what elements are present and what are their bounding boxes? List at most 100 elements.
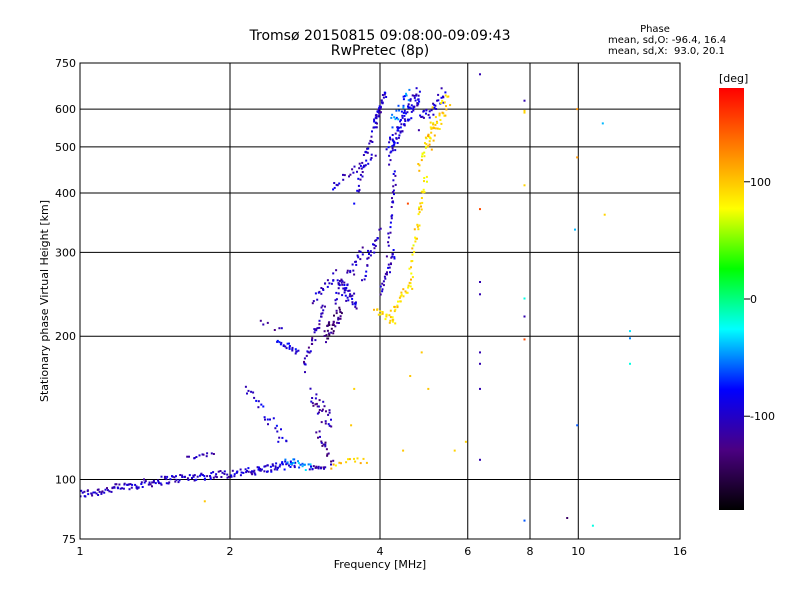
data-point (307, 463, 310, 466)
data-point (217, 470, 220, 473)
data-point (400, 293, 403, 296)
data-point (333, 182, 336, 184)
data-point (629, 362, 631, 365)
data-point (320, 421, 323, 424)
data-point (175, 478, 178, 481)
data-point (393, 257, 396, 260)
data-point (423, 191, 426, 194)
data-point (256, 466, 259, 469)
data-point (576, 156, 579, 159)
data-point (383, 91, 386, 94)
data-point (244, 385, 247, 388)
data-point (332, 322, 335, 325)
data-point (311, 337, 314, 340)
data-point (391, 214, 394, 217)
data-point (280, 428, 282, 431)
data-point (411, 253, 414, 256)
data-point (321, 409, 324, 412)
data-point (401, 116, 404, 119)
data-point (444, 114, 447, 117)
data-point (226, 473, 229, 476)
data-point (384, 318, 387, 321)
data-point (328, 282, 331, 285)
data-point (437, 99, 440, 102)
data-point (303, 463, 306, 466)
data-point (402, 106, 405, 109)
data-point (418, 169, 421, 172)
data-point (396, 142, 399, 144)
x-tick-label: 16 (673, 545, 687, 558)
data-point (402, 95, 405, 98)
data-point (286, 342, 289, 345)
data-point (442, 96, 445, 99)
data-point (336, 321, 339, 324)
data-point (391, 134, 394, 136)
data-point (379, 111, 382, 114)
data-point (353, 202, 356, 205)
data-point (291, 348, 294, 351)
data-point (282, 344, 285, 347)
data-point (297, 462, 300, 465)
data-point (330, 460, 333, 463)
data-point (389, 262, 392, 265)
data-point (317, 291, 320, 294)
data-point (310, 343, 313, 345)
data-point (411, 276, 414, 279)
data-point (289, 460, 292, 463)
data-point (240, 471, 243, 474)
data-point (110, 490, 113, 493)
data-point (310, 465, 312, 468)
data-point (391, 320, 394, 323)
data-point (392, 249, 395, 251)
data-point (603, 213, 606, 216)
data-point (412, 105, 415, 108)
data-point (332, 459, 335, 462)
data-point (377, 115, 380, 118)
data-point (317, 465, 320, 468)
data-point (315, 329, 318, 332)
data-point (352, 269, 355, 272)
data-point (277, 466, 279, 469)
data-point (340, 278, 343, 281)
data-point (440, 122, 443, 125)
data-point (417, 129, 420, 132)
data-point (341, 280, 344, 283)
data-point (275, 424, 278, 427)
data-point (103, 491, 106, 494)
data-point (325, 334, 328, 337)
data-point (346, 271, 349, 274)
data-point (318, 323, 321, 326)
data-point (337, 318, 340, 321)
data-point (385, 255, 388, 258)
data-point (391, 252, 394, 255)
data-point (390, 116, 393, 119)
data-point (326, 279, 329, 282)
data-point (278, 465, 281, 468)
data-point (391, 197, 393, 200)
data-point (576, 108, 579, 111)
data-point (230, 474, 233, 477)
data-point (368, 253, 370, 255)
data-point (391, 191, 394, 194)
data-point (417, 228, 420, 231)
data-point (270, 470, 273, 473)
data-point (316, 298, 319, 301)
data-point (408, 267, 411, 270)
data-point (425, 112, 427, 115)
data-point (397, 118, 400, 121)
data-point (375, 113, 378, 116)
data-point (385, 315, 388, 318)
data-point (396, 306, 399, 309)
data-point (387, 236, 390, 239)
data-point (406, 202, 409, 205)
data-point (430, 109, 433, 112)
data-point (314, 397, 317, 400)
data-point (259, 319, 262, 322)
data-point (280, 341, 283, 344)
data-point (338, 284, 341, 287)
data-point (326, 285, 329, 288)
data-point (113, 486, 116, 489)
y-tick-label: 75 (62, 533, 76, 546)
data-point (122, 487, 125, 490)
data-point (393, 256, 396, 259)
